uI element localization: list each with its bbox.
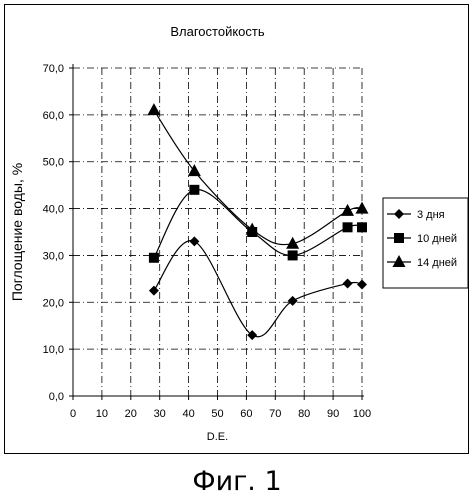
- x-tick-label: 20: [125, 408, 137, 420]
- data-point-series-1: [357, 279, 367, 290]
- y-tick-label: 0,0: [49, 391, 64, 403]
- y-tick-label: 10,0: [43, 344, 64, 356]
- figure-caption: Фиг. 1: [192, 466, 282, 497]
- legend-marker: [394, 209, 404, 219]
- x-tick-label: 50: [211, 408, 223, 420]
- x-tick-label: 90: [327, 408, 339, 420]
- data-point-series-3: [187, 164, 201, 177]
- x-tick-label: 0: [70, 408, 76, 420]
- x-tick-label: 60: [240, 408, 252, 420]
- y-tick-label: 40,0: [43, 204, 64, 216]
- x-tick-label: 40: [182, 408, 194, 420]
- y-tick-label: 50,0: [43, 157, 64, 169]
- data-point-series-2: [148, 252, 159, 263]
- legend-entry-label: 3 дня: [417, 209, 445, 221]
- x-tick-label: 10: [96, 408, 108, 420]
- series-line-3: [153, 109, 363, 246]
- data-point-series-3: [245, 222, 259, 235]
- data-point-series-2: [189, 184, 200, 195]
- x-tick-label: 30: [154, 408, 166, 420]
- data-point-series-3: [286, 236, 300, 249]
- water-resistance-chart: 0,0 10,0 20,0 30,0 40,0 50,0 60,0 70,0 0 10 20 30 40…: [9, 24, 469, 443]
- data-point-series-3: [147, 103, 161, 116]
- data-point-series-1: [342, 278, 353, 289]
- x-tick-label: 100: [353, 408, 371, 420]
- data-point-series-1: [189, 236, 200, 247]
- legend-entry-label: 10 дней: [417, 233, 457, 245]
- data-point-series-2: [342, 222, 353, 233]
- legend-entry-label: 14 дней: [417, 257, 457, 269]
- x-axis-label: D.E.: [207, 431, 228, 443]
- legend-marker: [392, 255, 406, 267]
- chart-title: Влагостойкость: [170, 24, 264, 39]
- legend-marker: [394, 233, 404, 243]
- data-point-series-1: [247, 330, 258, 341]
- y-tick-label: 30,0: [43, 250, 64, 262]
- x-tick-label: 80: [298, 408, 310, 420]
- data-point-series-2: [357, 222, 367, 233]
- y-tick-label: 70,0: [43, 63, 64, 75]
- data-point-series-1: [148, 285, 159, 296]
- y-axis-label: Поглощение воды, %: [9, 163, 25, 301]
- series-line-2: [153, 189, 363, 259]
- data-point-series-3: [355, 201, 369, 214]
- data-point-series-3: [341, 203, 355, 216]
- y-tick-label: 20,0: [43, 297, 64, 309]
- y-tick-label: 60,0: [43, 110, 64, 122]
- x-tick-label: 70: [269, 408, 281, 420]
- data-point-series-1: [287, 295, 298, 306]
- data-point-series-2: [287, 250, 298, 261]
